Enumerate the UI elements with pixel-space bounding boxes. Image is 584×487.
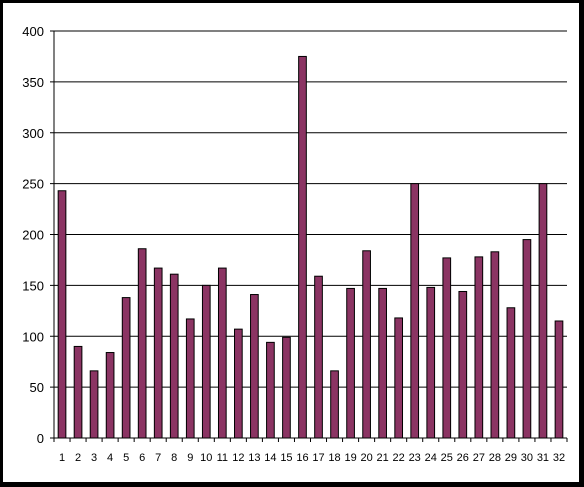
x-tick-label: 3 xyxy=(91,452,97,464)
bar xyxy=(298,55,307,439)
y-tick-label: 200 xyxy=(22,228,44,243)
x-tick-label: 13 xyxy=(248,452,260,464)
x-tick-label: 31 xyxy=(537,452,549,464)
y-tick-label: 350 xyxy=(22,75,44,90)
x-tick-label: 14 xyxy=(264,452,276,464)
bar xyxy=(185,318,195,439)
bar xyxy=(89,370,99,439)
bar xyxy=(346,287,355,439)
bar xyxy=(426,286,436,439)
bar xyxy=(121,297,131,439)
x-tick-label: 24 xyxy=(425,452,437,464)
bar xyxy=(378,287,387,439)
bar xyxy=(105,352,115,439)
bar xyxy=(442,257,452,439)
bar xyxy=(522,239,532,439)
x-tick-label: 21 xyxy=(377,452,389,464)
bar xyxy=(490,251,500,439)
bar xyxy=(362,250,371,439)
y-tick-label: 100 xyxy=(22,329,44,344)
y-tick-label: 0 xyxy=(37,431,44,446)
bar xyxy=(506,307,516,439)
bar xyxy=(330,370,339,439)
x-tick-label: 28 xyxy=(489,452,501,464)
x-tick-label: 26 xyxy=(457,452,469,464)
x-tick-label: 17 xyxy=(312,452,324,464)
x-tick-label: 11 xyxy=(217,452,228,464)
bar xyxy=(314,275,323,439)
bar xyxy=(201,284,211,439)
x-tick-label: 22 xyxy=(393,452,405,464)
x-tick-label: 32 xyxy=(553,452,565,464)
bar xyxy=(554,320,564,439)
y-tick-label: 50 xyxy=(30,380,44,395)
x-tick-label: 5 xyxy=(123,452,129,464)
y-tick-label: 300 xyxy=(22,126,44,141)
bar xyxy=(250,294,259,439)
x-tick-label: 8 xyxy=(171,452,177,464)
bar xyxy=(57,190,67,439)
x-tick-label: 19 xyxy=(344,452,356,464)
bar xyxy=(458,290,468,439)
x-tick-label: 29 xyxy=(505,452,517,464)
y-tick-label: 150 xyxy=(22,278,44,293)
bar xyxy=(282,336,291,439)
x-tick-label: 4 xyxy=(107,452,113,464)
bar xyxy=(474,256,484,439)
x-tick-label: 6 xyxy=(139,452,145,464)
x-tick-label: 18 xyxy=(328,452,340,464)
x-tick-label: 20 xyxy=(360,452,372,464)
x-tick-label: 25 xyxy=(441,452,453,464)
bar xyxy=(153,267,163,439)
y-tick-label: 250 xyxy=(22,177,44,192)
bar xyxy=(73,345,83,439)
x-tick-label: 15 xyxy=(280,452,292,464)
x-tick-label: 7 xyxy=(155,452,161,464)
x-tick-label: 23 xyxy=(409,452,421,464)
bar xyxy=(410,183,420,439)
bar xyxy=(394,317,404,439)
bar xyxy=(217,267,227,439)
x-tick-label: 9 xyxy=(187,452,193,464)
x-tick-label: 12 xyxy=(232,452,244,464)
bar xyxy=(169,273,179,439)
x-tick-label: 27 xyxy=(473,452,485,464)
bar xyxy=(538,183,548,439)
x-tick-label: 10 xyxy=(200,452,212,464)
bar xyxy=(234,328,243,439)
x-tick-label: 30 xyxy=(521,452,533,464)
bar xyxy=(137,248,147,439)
x-tick-label: 16 xyxy=(296,452,308,464)
bar xyxy=(266,341,275,439)
y-tick-label: 400 xyxy=(22,24,44,39)
x-tick-label: 1 xyxy=(59,452,65,464)
x-tick-label: 2 xyxy=(75,452,81,464)
